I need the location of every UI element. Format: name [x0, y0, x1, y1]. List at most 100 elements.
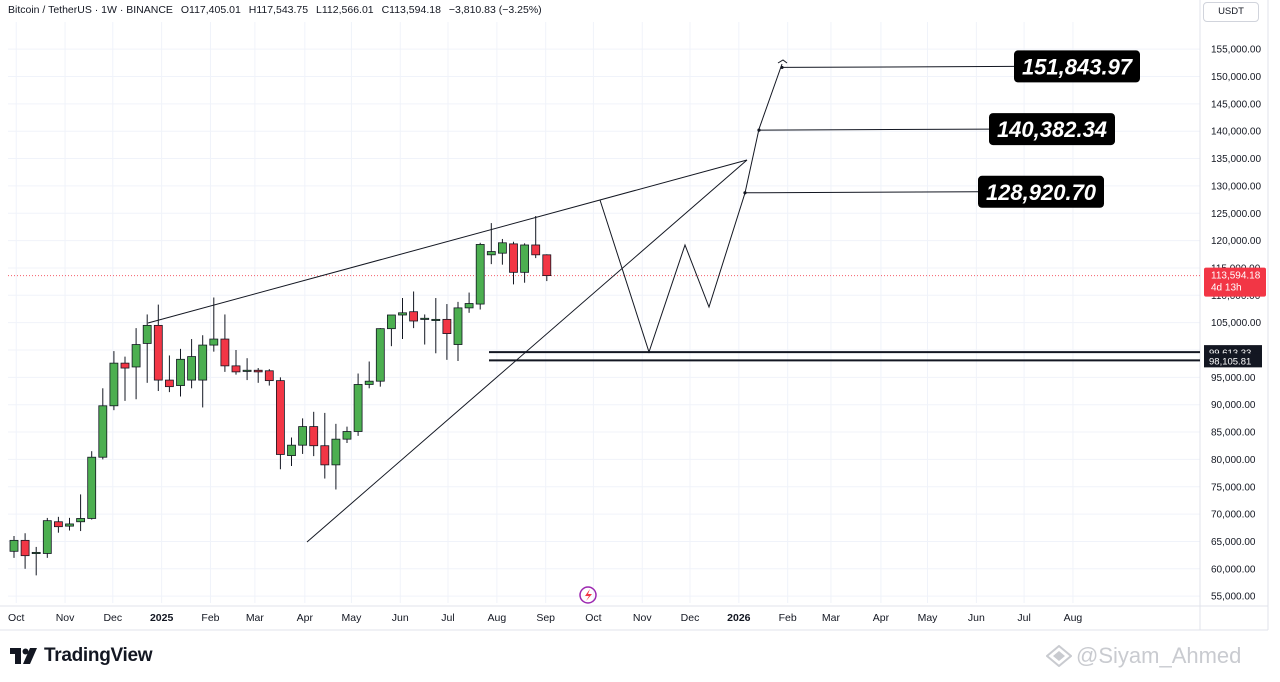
time-tick-label: Mar — [246, 612, 265, 624]
price-tick-label: 105,000.00 — [1211, 318, 1261, 329]
candle[interactable] — [76, 494, 85, 532]
candle[interactable] — [231, 350, 241, 375]
candle[interactable] — [398, 298, 407, 340]
candle[interactable] — [98, 388, 108, 460]
candle[interactable] — [420, 314, 430, 345]
candle-body — [442, 318, 452, 334]
time-tick-label: Feb — [201, 612, 219, 624]
candle[interactable] — [131, 328, 141, 400]
candle[interactable] — [31, 546, 41, 576]
candle[interactable] — [375, 328, 385, 387]
candle-body — [453, 307, 463, 345]
candle-body — [187, 356, 197, 381]
candle[interactable] — [298, 418, 308, 454]
time-tick-label: 2026 — [727, 612, 751, 624]
candle[interactable] — [331, 423, 341, 490]
candle[interactable] — [209, 297, 219, 352]
candle[interactable] — [20, 533, 30, 569]
candle[interactable] — [442, 304, 452, 360]
wedge-lower-trendline[interactable] — [306, 159, 748, 543]
ohlc-open: O117,405.01 — [180, 4, 241, 16]
candle[interactable] — [364, 361, 374, 389]
time-axis[interactable]: Oct Nov Dec 2025 Feb Mar Apr May Jun Jul Aug Sep Oct… — [8, 612, 1082, 624]
candle[interactable] — [253, 368, 263, 383]
price-tick-label: 155,000.00 — [1211, 45, 1261, 56]
candle[interactable] — [386, 314, 396, 347]
candle-body — [320, 445, 330, 466]
target-connector[interactable] — [758, 128, 990, 131]
symbol-title[interactable]: Bitcoin / TetherUS · 1W · BINANCE — [8, 4, 173, 16]
tradingview-logo-icon — [10, 648, 37, 664]
target-label-box[interactable] — [989, 113, 1115, 146]
candle[interactable] — [109, 351, 119, 411]
candle[interactable] — [198, 335, 208, 408]
symbol-legend[interactable]: Bitcoin / TetherUS · 1W · BINANCE O117,4… — [8, 4, 547, 16]
candle[interactable] — [42, 517, 52, 558]
target-connector[interactable] — [744, 191, 979, 194]
candlestick-series[interactable] — [9, 215, 552, 576]
candle-body — [386, 314, 396, 330]
candle-body — [76, 518, 85, 523]
candle[interactable] — [65, 517, 74, 531]
candle[interactable] — [531, 215, 541, 259]
candle-body — [9, 539, 19, 552]
candle-body — [520, 244, 529, 273]
candle[interactable] — [464, 292, 474, 313]
wedge-upper-trendline[interactable] — [147, 159, 748, 324]
candle[interactable] — [509, 241, 518, 285]
current-price-tag[interactable] — [1204, 267, 1266, 297]
candle-body — [231, 365, 241, 373]
candle[interactable] — [497, 238, 507, 265]
candle[interactable] — [176, 348, 185, 397]
candle[interactable] — [342, 426, 352, 443]
candle[interactable] — [87, 451, 97, 520]
candle-body — [409, 311, 419, 322]
ohlc-change: −3,810.83 (−3.25%) — [448, 4, 542, 16]
time-tick-label: Sep — [536, 612, 555, 624]
candle-body — [509, 243, 518, 273]
time-tick-label: Nov — [56, 612, 75, 624]
candle[interactable] — [187, 339, 197, 389]
target-label-box[interactable] — [1014, 50, 1140, 83]
candle-body — [298, 426, 308, 446]
price-axis[interactable]: 155,000.00 150,000.00 145,000.00 140,000.00… — [1204, 45, 1266, 603]
candle-body — [120, 362, 130, 369]
candle[interactable] — [164, 355, 174, 393]
candle[interactable] — [242, 358, 252, 381]
candle[interactable] — [142, 314, 152, 383]
chart-frame — [0, 0, 1269, 631]
target-label-box[interactable] — [978, 175, 1104, 208]
candle[interactable] — [453, 301, 463, 361]
target-connector[interactable] — [781, 65, 1015, 68]
drawing-tools[interactable]: 151,843.97 140,382.34 128,920.70 — [147, 50, 1200, 543]
candle[interactable] — [409, 291, 419, 329]
candle[interactable] — [264, 369, 274, 386]
tradingview-logo[interactable]: TradingView — [10, 644, 153, 668]
price-tick-label: 70,000.00 — [1211, 510, 1256, 521]
candle[interactable] — [475, 242, 485, 310]
candle[interactable] — [431, 298, 441, 354]
candle[interactable] — [9, 535, 19, 558]
candle[interactable] — [287, 437, 296, 466]
event-icon-bolt — [585, 589, 592, 601]
time-tick-label: Aug — [488, 612, 507, 624]
watermark: @Siyam_Ahmed — [1046, 643, 1241, 669]
candle[interactable] — [520, 243, 529, 283]
countdown-label: 4d 13h — [1211, 283, 1242, 294]
time-tick-label: Apr — [297, 612, 314, 624]
candle[interactable] — [120, 356, 130, 401]
time-tick-label: Apr — [873, 612, 890, 624]
candle[interactable] — [320, 412, 330, 479]
candle[interactable] — [353, 373, 363, 436]
candle[interactable] — [275, 377, 285, 470]
candle[interactable] — [220, 314, 230, 372]
currency-button[interactable]: USDT — [1203, 2, 1259, 22]
support-price-tag[interactable] — [1204, 353, 1262, 368]
candle[interactable] — [54, 516, 63, 533]
candle-body — [42, 520, 52, 554]
candle[interactable] — [153, 304, 163, 392]
candle[interactable] — [542, 254, 552, 282]
time-tick-label: Aug — [1064, 612, 1083, 624]
candle[interactable] — [309, 411, 319, 457]
